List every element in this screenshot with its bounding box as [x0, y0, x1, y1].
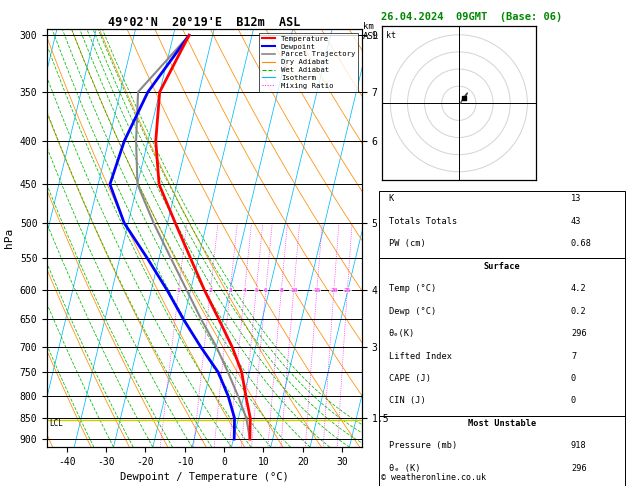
Text: Surface: Surface [484, 262, 520, 271]
Legend: Temperature, Dewpoint, Parcel Trajectory, Dry Adiabat, Wet Adiabat, Isotherm, Mi: Temperature, Dewpoint, Parcel Trajectory… [259, 33, 358, 92]
Text: 0: 0 [571, 397, 576, 405]
Text: 3: 3 [228, 288, 232, 293]
Text: Lifted Index: Lifted Index [389, 351, 452, 361]
Text: 4.2: 4.2 [571, 284, 587, 293]
Y-axis label: hPa: hPa [4, 228, 14, 248]
Text: 13: 13 [571, 194, 581, 203]
Text: θₑ(K): θₑ(K) [389, 329, 415, 338]
Text: K: K [389, 194, 394, 203]
Text: Pressure (mb): Pressure (mb) [389, 441, 457, 451]
Text: Totals Totals: Totals Totals [389, 217, 457, 226]
Text: Temp (°C): Temp (°C) [389, 284, 436, 293]
Text: 296: 296 [571, 329, 587, 338]
Text: PW (cm): PW (cm) [389, 239, 425, 248]
Text: 43: 43 [571, 217, 581, 226]
Text: 10: 10 [290, 288, 298, 293]
Title: 49°02'N  20°19'E  B12m  ASL: 49°02'N 20°19'E B12m ASL [108, 16, 301, 29]
Text: 1: 1 [177, 288, 181, 293]
Text: © weatheronline.co.uk: © weatheronline.co.uk [381, 473, 486, 482]
Text: Dewp (°C): Dewp (°C) [389, 307, 436, 315]
Text: 8: 8 [279, 288, 283, 293]
Text: ASL: ASL [363, 32, 379, 41]
Text: θₑ (K): θₑ (K) [389, 464, 420, 473]
X-axis label: Dewpoint / Temperature (°C): Dewpoint / Temperature (°C) [120, 472, 289, 483]
Text: km: km [363, 22, 374, 31]
Text: 5: 5 [254, 288, 258, 293]
Text: CAPE (J): CAPE (J) [389, 374, 430, 383]
Text: LCL: LCL [49, 419, 63, 428]
Text: Most Unstable: Most Unstable [468, 419, 536, 428]
Bar [379, 259, 625, 416]
Text: 4: 4 [243, 288, 247, 293]
Text: 0.68: 0.68 [571, 239, 592, 248]
Text: 25: 25 [343, 288, 351, 293]
Text: 2: 2 [209, 288, 213, 293]
Text: CIN (J): CIN (J) [389, 397, 425, 405]
Bar [379, 191, 625, 259]
Text: 0.2: 0.2 [571, 307, 587, 315]
Text: 26.04.2024  09GMT  (Base: 06): 26.04.2024 09GMT (Base: 06) [381, 12, 562, 22]
Text: 296: 296 [571, 464, 587, 473]
Text: 20: 20 [330, 288, 338, 293]
Text: 7: 7 [571, 351, 576, 361]
Text: 6: 6 [264, 288, 268, 293]
Text: 918: 918 [571, 441, 587, 451]
Text: 15: 15 [313, 288, 321, 293]
Text: kt: kt [386, 31, 396, 40]
Text: 0: 0 [571, 374, 576, 383]
Bar [379, 416, 625, 486]
